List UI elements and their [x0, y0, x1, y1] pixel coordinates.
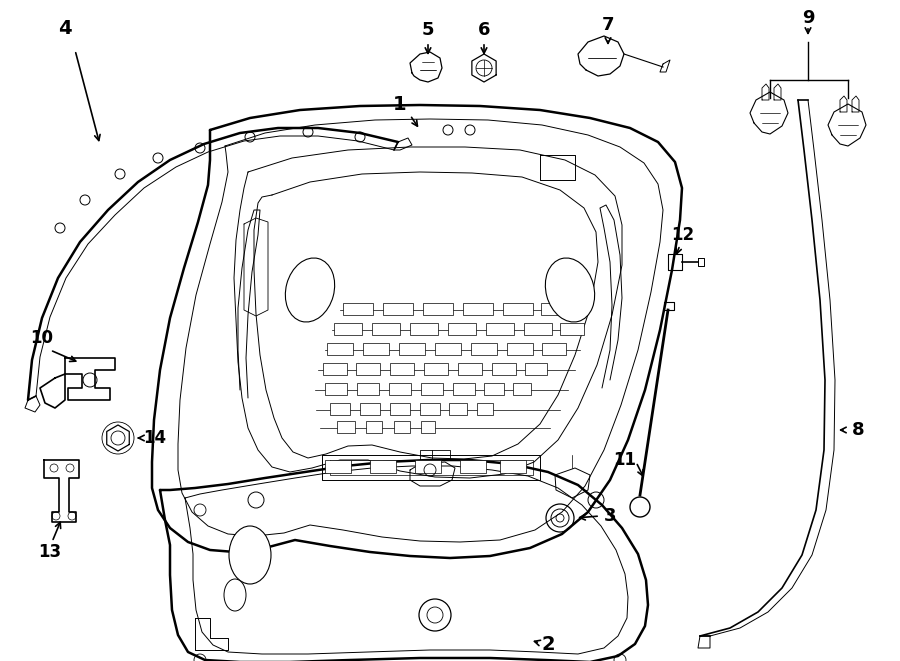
Text: 13: 13 — [39, 543, 61, 561]
Bar — [435, 343, 461, 355]
Text: 7: 7 — [602, 16, 614, 34]
Text: 11: 11 — [614, 451, 636, 469]
Bar — [449, 403, 467, 415]
Bar — [415, 460, 441, 473]
Bar — [360, 403, 380, 415]
Ellipse shape — [285, 258, 335, 322]
Bar — [390, 403, 410, 415]
Bar — [325, 460, 351, 473]
Bar — [330, 403, 350, 415]
Text: 6: 6 — [478, 21, 491, 39]
Text: 8: 8 — [851, 421, 864, 439]
Text: 12: 12 — [671, 226, 695, 244]
Text: 9: 9 — [802, 9, 814, 27]
Bar — [507, 343, 533, 355]
Bar — [424, 363, 448, 375]
Bar — [327, 343, 353, 355]
Bar — [394, 421, 410, 433]
Ellipse shape — [545, 258, 595, 322]
Bar — [383, 303, 413, 315]
Bar — [453, 383, 475, 395]
Bar — [337, 421, 355, 433]
Bar — [486, 323, 514, 335]
Bar — [363, 343, 389, 355]
Bar — [372, 323, 400, 335]
Bar — [421, 421, 435, 433]
Bar — [370, 460, 396, 473]
Text: 14: 14 — [143, 429, 166, 447]
Bar — [356, 363, 380, 375]
Bar — [323, 363, 347, 375]
Bar — [500, 460, 526, 473]
Bar — [463, 303, 493, 315]
Text: 10: 10 — [31, 329, 53, 347]
Bar — [560, 323, 584, 335]
Bar — [448, 323, 476, 335]
Bar — [513, 383, 531, 395]
Bar — [390, 363, 414, 375]
Bar — [399, 343, 425, 355]
Text: 3: 3 — [604, 507, 617, 525]
Bar — [525, 363, 547, 375]
Bar — [343, 303, 373, 315]
Bar — [410, 323, 438, 335]
Bar — [503, 303, 533, 315]
Bar — [542, 343, 566, 355]
Bar — [524, 323, 552, 335]
Bar — [421, 383, 443, 395]
Text: 1: 1 — [393, 95, 407, 114]
Text: 4: 4 — [58, 19, 72, 38]
Ellipse shape — [224, 579, 246, 611]
Ellipse shape — [229, 526, 271, 584]
Text: 5: 5 — [422, 21, 434, 39]
Bar — [471, 343, 497, 355]
Bar — [458, 363, 482, 375]
Text: 2: 2 — [541, 635, 554, 654]
Bar — [357, 383, 379, 395]
Bar — [460, 460, 486, 473]
Bar — [389, 383, 411, 395]
Bar — [334, 323, 362, 335]
Bar — [420, 403, 440, 415]
Bar — [423, 303, 453, 315]
Bar — [541, 303, 571, 315]
Bar — [325, 383, 347, 395]
Bar — [484, 383, 504, 395]
Bar — [492, 363, 516, 375]
Bar — [477, 403, 493, 415]
Bar — [366, 421, 382, 433]
